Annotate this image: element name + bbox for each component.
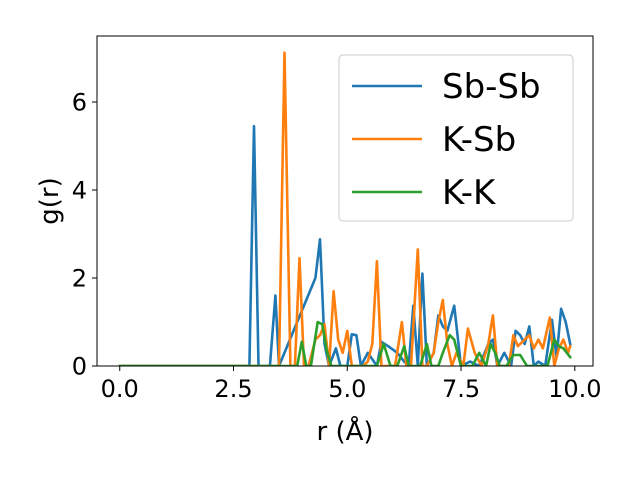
- legend: Sb-Sb K-Sb K-K: [338, 54, 574, 222]
- series-layer: [118, 51, 573, 366]
- y-axis-title: g(r): [35, 177, 65, 224]
- legend-label-k-k: K-K: [442, 173, 497, 213]
- x-tick-label: 2.5: [214, 375, 252, 403]
- x-axis: 0.0 2.5 5.0 7.5 10.0: [101, 366, 602, 403]
- x-axis-title: r (Å): [316, 415, 373, 447]
- y-tick-label: 2: [72, 265, 87, 293]
- x-tick-label: 10.0: [548, 375, 601, 403]
- x-tick-label: 7.5: [442, 375, 480, 403]
- series-line-k-k: [118, 320, 573, 366]
- legend-label-sb-sb: Sb-Sb: [442, 67, 541, 107]
- x-tick-label: 5.0: [328, 375, 366, 403]
- x-tick-label: 0.0: [101, 375, 139, 403]
- plot-frame: [96, 35, 594, 367]
- legend-label-k-sb: K-Sb: [442, 120, 516, 160]
- y-tick-label: 6: [72, 89, 87, 117]
- series-line-k-sb: [118, 51, 572, 366]
- y-tick-label: 0: [72, 353, 87, 381]
- y-axis: 0 2 4 6: [72, 89, 97, 381]
- y-tick-label: 4: [72, 177, 87, 205]
- legend-box: [338, 54, 574, 222]
